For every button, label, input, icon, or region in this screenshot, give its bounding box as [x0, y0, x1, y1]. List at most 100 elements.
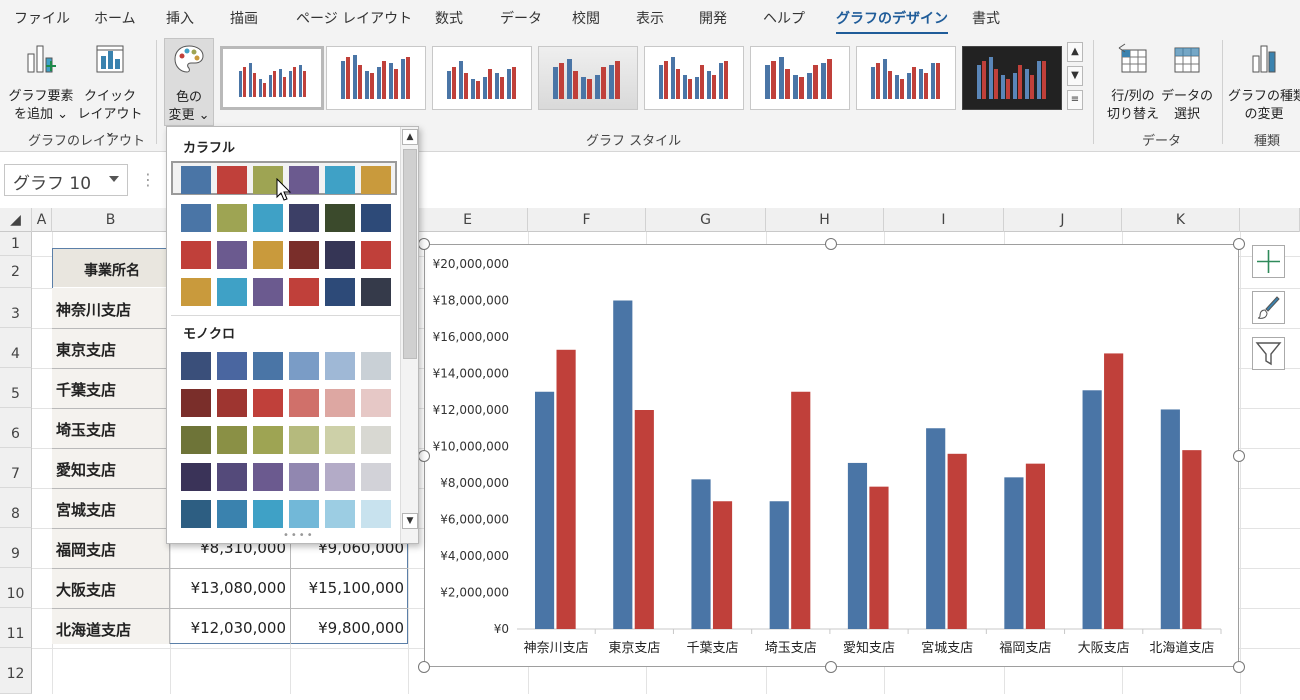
branch-name-cell[interactable]: 福岡支店	[56, 541, 117, 559]
color-swatch[interactable]	[289, 389, 319, 417]
color-swatch[interactable]	[253, 500, 283, 528]
gallery-scroll-down[interactable]: ▼	[1067, 66, 1083, 86]
color-swatch[interactable]	[253, 241, 283, 269]
resize-grip[interactable]: ••••	[283, 530, 315, 541]
color-swatch[interactable]	[361, 204, 391, 232]
color-swatch[interactable]	[253, 426, 283, 454]
color-swatch[interactable]	[289, 241, 319, 269]
resize-handle[interactable]	[1233, 450, 1245, 462]
value-cell[interactable]: ¥15,100,000	[308, 579, 404, 597]
resize-handle[interactable]	[418, 238, 430, 250]
bar-series-1[interactable]	[847, 462, 868, 629]
scrollbar-thumb[interactable]	[403, 149, 417, 359]
color-swatch[interactable]	[181, 166, 211, 194]
chart-style-7[interactable]	[856, 46, 956, 110]
color-swatch[interactable]	[253, 389, 283, 417]
column-header-i[interactable]: I	[884, 208, 1004, 232]
column-header-j[interactable]: J	[1004, 208, 1122, 232]
column-header-f[interactable]: F	[528, 208, 646, 232]
color-swatch[interactable]	[289, 426, 319, 454]
scroll-down-arrow[interactable]: ▼	[402, 513, 418, 529]
color-palette-mono-2[interactable]	[181, 386, 397, 420]
color-swatch[interactable]	[181, 352, 211, 380]
column-header-b[interactable]: B	[52, 208, 170, 232]
row-header-7[interactable]: 7	[0, 448, 32, 488]
color-swatch[interactable]	[361, 278, 391, 306]
row-header-4[interactable]: 4	[0, 328, 32, 368]
color-swatch[interactable]	[325, 352, 355, 380]
quick-layout-button[interactable]: クイック レイアウト ⌄	[74, 42, 146, 142]
tab-formulas[interactable]: 数式	[435, 11, 463, 27]
color-swatch[interactable]	[361, 426, 391, 454]
resize-handle[interactable]	[1233, 661, 1245, 673]
bar-series-1[interactable]	[1082, 390, 1102, 629]
bar-series-1[interactable]	[1160, 409, 1180, 629]
color-swatch[interactable]	[181, 500, 211, 528]
bar-series-2[interactable]	[1025, 463, 1045, 629]
color-swatch[interactable]	[325, 278, 355, 306]
color-palette-mono-5[interactable]	[181, 497, 397, 531]
color-swatch[interactable]	[217, 166, 247, 194]
color-swatch[interactable]	[289, 166, 319, 194]
color-swatch[interactable]	[253, 463, 283, 491]
chart-style-4[interactable]	[538, 46, 638, 110]
color-swatch[interactable]	[325, 500, 355, 528]
color-swatch[interactable]	[217, 426, 247, 454]
row-header-6[interactable]: 6	[0, 408, 32, 448]
add-chart-element-button[interactable]: グラフ要素 を追加 ⌄	[8, 42, 74, 124]
bar-series-1[interactable]	[534, 391, 555, 629]
tab-help[interactable]: ヘルプ	[763, 11, 805, 27]
color-swatch[interactable]	[181, 426, 211, 454]
color-swatch[interactable]	[361, 352, 391, 380]
chart-style-3[interactable]	[432, 46, 532, 110]
color-palette-colorful-4[interactable]	[181, 275, 397, 309]
select-all-corner[interactable]: ◢	[0, 208, 32, 232]
resize-handle[interactable]	[418, 450, 430, 462]
tab-draw[interactable]: 描画	[230, 11, 258, 27]
color-swatch[interactable]	[361, 166, 391, 194]
bar-series-1[interactable]	[1004, 477, 1024, 629]
bar-series-2[interactable]	[712, 501, 733, 629]
color-swatch[interactable]	[289, 204, 319, 232]
scroll-up-arrow[interactable]: ▲	[402, 129, 418, 145]
chart-style-8[interactable]	[962, 46, 1062, 110]
color-palette-mono-1[interactable]	[181, 349, 397, 383]
tab-data[interactable]: データ	[500, 11, 542, 27]
branch-name-cell[interactable]: 大阪支店	[56, 581, 117, 599]
column-header-h[interactable]: H	[766, 208, 884, 232]
bar-series-1[interactable]	[769, 501, 789, 629]
color-swatch[interactable]	[361, 389, 391, 417]
tab-chart-design[interactable]: グラフのデザイン	[836, 8, 948, 35]
color-swatch[interactable]	[181, 278, 211, 306]
select-data-button[interactable]: データの 選択	[1160, 42, 1214, 124]
color-swatch[interactable]	[217, 352, 247, 380]
column-header-a[interactable]: A	[32, 208, 52, 232]
bar-series-2[interactable]	[791, 391, 811, 629]
column-header-l[interactable]	[1240, 208, 1300, 232]
row-header-11[interactable]: 11	[0, 608, 32, 648]
color-swatch[interactable]	[289, 463, 319, 491]
switch-row-column-button[interactable]: 行/列の 切り替え	[1102, 42, 1164, 124]
column-header-e[interactable]: E	[408, 208, 528, 232]
color-swatch[interactable]	[361, 500, 391, 528]
color-palette-colorful-1[interactable]	[171, 161, 397, 195]
row-header-10[interactable]: 10	[0, 568, 32, 608]
branch-name-cell[interactable]: 愛知支店	[56, 461, 117, 479]
formula-bar-grip[interactable]: ⋮	[140, 170, 156, 189]
chart-filters-button[interactable]	[1252, 337, 1285, 370]
color-swatch[interactable]	[325, 463, 355, 491]
color-swatch[interactable]	[181, 389, 211, 417]
change-chart-type-button[interactable]: グラフの種類 の変更	[1228, 42, 1300, 124]
column-header-k[interactable]: K	[1122, 208, 1240, 232]
color-swatch[interactable]	[325, 204, 355, 232]
color-swatch[interactable]	[217, 500, 247, 528]
tab-file[interactable]: ファイル	[14, 11, 70, 27]
color-palette-colorful-3[interactable]	[181, 238, 397, 272]
row-header-5[interactable]: 5	[0, 368, 32, 408]
color-swatch[interactable]	[181, 463, 211, 491]
tab-insert[interactable]: 挿入	[166, 11, 194, 27]
color-swatch[interactable]	[217, 389, 247, 417]
color-swatch[interactable]	[181, 204, 211, 232]
gallery-expand[interactable]: ≡	[1067, 90, 1083, 110]
bar-series-1[interactable]	[926, 428, 946, 629]
